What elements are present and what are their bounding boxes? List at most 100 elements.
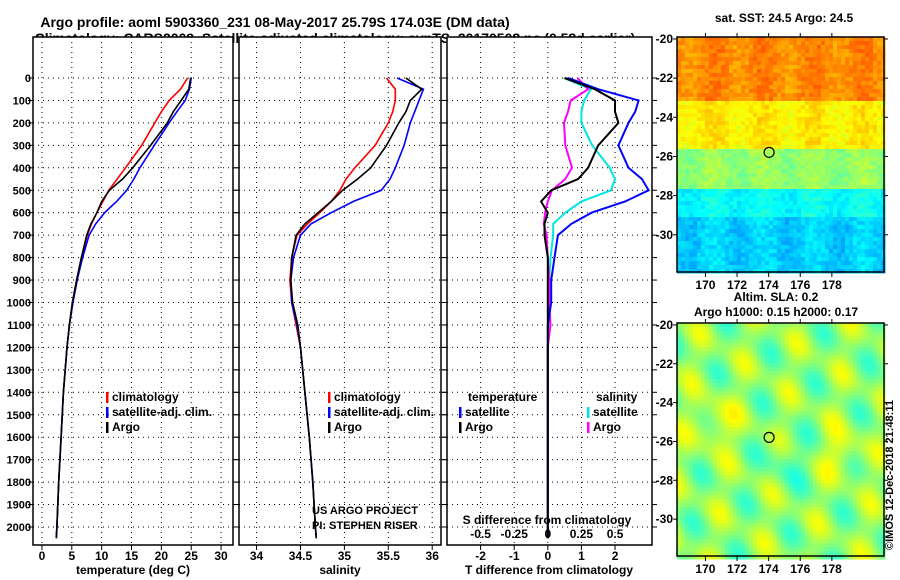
map1-cell [813, 77, 818, 82]
map1-cell [681, 85, 686, 90]
map1-cell [777, 45, 782, 50]
map2-cell [849, 327, 854, 332]
map2-cell [701, 367, 706, 372]
map2-cell [757, 383, 762, 388]
map2-cell [841, 427, 846, 432]
map1-cell [789, 161, 794, 166]
map1-cell [833, 153, 838, 158]
map1-cell [765, 57, 770, 62]
map1-cell [805, 81, 810, 86]
map1-cell [865, 77, 870, 82]
map1-cell [801, 173, 806, 178]
map2-cell [849, 359, 854, 364]
map2-cell [781, 375, 786, 380]
map2-cell [717, 367, 722, 372]
map1-cell [845, 237, 850, 242]
map1-cell [717, 73, 722, 78]
map1-cell [865, 173, 870, 178]
map1-cell [781, 205, 786, 210]
map1-cell [709, 265, 714, 270]
map1-cell [689, 61, 694, 66]
map1-cell [873, 177, 878, 182]
map2-cell [813, 359, 818, 364]
map2-cell [765, 391, 770, 396]
map1-cell [773, 97, 778, 102]
map1-cell [793, 181, 798, 186]
map1-cell [833, 253, 838, 258]
map1-cell [685, 109, 690, 114]
map1-cell [865, 257, 870, 262]
map1-cell [845, 257, 850, 262]
map1-cell [685, 181, 690, 186]
map1-cell [693, 185, 698, 190]
map1-cell [689, 189, 694, 194]
map1-cell [773, 69, 778, 74]
map1-cell [857, 257, 862, 262]
map1-cell [717, 57, 722, 62]
map1-cell [701, 253, 706, 258]
map1-cell [849, 181, 854, 186]
map1-cell [833, 261, 838, 266]
map1-cell [757, 157, 762, 162]
map1-cell [737, 245, 742, 250]
map2-cell [773, 423, 778, 428]
map2-cell [857, 367, 862, 372]
map1-cell [833, 241, 838, 246]
map1-cell [789, 237, 794, 242]
map1-cell [789, 125, 794, 130]
map1-cell [853, 217, 858, 222]
map2-cell [805, 403, 810, 408]
map1-cell [853, 97, 858, 102]
map1-cell [689, 197, 694, 202]
map1-cell [861, 261, 866, 266]
map1-cell [785, 69, 790, 74]
map2-cell [869, 379, 874, 384]
map1-lat-label: -30 [656, 228, 674, 242]
map2-cell [721, 431, 726, 436]
map1-cell [849, 145, 854, 150]
map2-cell [745, 367, 750, 372]
map1-cell [737, 213, 742, 218]
map1-cell [733, 221, 738, 226]
map2-cell [853, 327, 858, 332]
map1-cell [857, 197, 862, 202]
legend-s-satellite-swatch [587, 407, 590, 418]
map1-cell [865, 225, 870, 230]
map1-cell [833, 49, 838, 54]
map1-cell [861, 61, 866, 66]
map2-cell [877, 423, 882, 428]
map2-cell [857, 391, 862, 396]
map1-cell [749, 265, 754, 270]
map1-cell [721, 65, 726, 70]
map1-cell [757, 133, 762, 138]
map1-cell [677, 169, 682, 174]
map1-cell [697, 57, 702, 62]
map1-cell [825, 265, 830, 270]
map2-cell [869, 335, 874, 340]
map2-cell [689, 439, 694, 444]
map2-cell [713, 323, 718, 328]
map2-cell [713, 423, 718, 428]
map1-cell [801, 137, 806, 142]
map1-cell [701, 97, 706, 102]
map1-cell [821, 233, 826, 238]
map1-cell [729, 133, 734, 138]
map1-cell [829, 245, 834, 250]
map1-cell [713, 121, 718, 126]
map1-cell [729, 129, 734, 134]
map2-cell [865, 435, 870, 440]
map1-cell [733, 169, 738, 174]
map2-cell [713, 403, 718, 408]
map2-cell [729, 399, 734, 404]
map2-cell [805, 395, 810, 400]
map2-cell [777, 435, 782, 440]
map2-cell [785, 323, 790, 328]
map1-cell [769, 169, 774, 174]
map1-cell [697, 45, 702, 50]
map2-cell [733, 371, 738, 376]
map2-cell [701, 399, 706, 404]
map1-cell [857, 241, 862, 246]
map1-cell [733, 133, 738, 138]
map1-cell [745, 185, 750, 190]
map1-cell [685, 193, 690, 198]
